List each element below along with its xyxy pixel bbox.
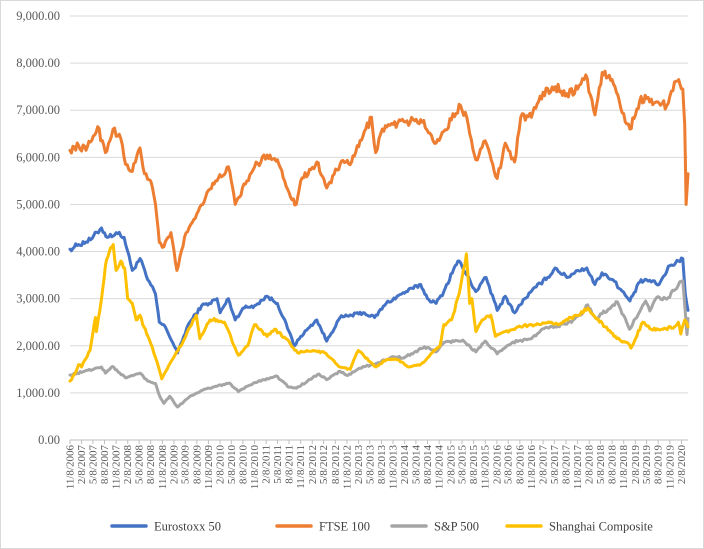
- x-tick-label: 2/8/2016: [491, 445, 503, 485]
- x-tick-label: 2/8/2011: [261, 445, 273, 484]
- x-tick-label: 5/8/2008: [134, 445, 146, 485]
- y-tick-label: 5,000.00: [16, 197, 60, 211]
- x-tick-label: 2/8/2013: [353, 445, 365, 485]
- x-tick-label: 11/8/2014: [434, 445, 446, 490]
- x-tick-label: 11/8/2011: [295, 445, 307, 489]
- x-tick-label: 2/8/2010: [215, 445, 227, 485]
- legend-label: S&P 500: [434, 520, 479, 534]
- y-axis-tick-labels: 0.00 1,000.00 2,000.00 3,000.00 4,000.00 5,00…: [16, 9, 60, 447]
- gridlines: [70, 15, 688, 441]
- x-tick-label: 8/8/2011: [284, 445, 296, 484]
- x-tick-label: 8/8/2015: [468, 445, 480, 485]
- x-tick-label: 2/8/2018: [584, 445, 596, 485]
- legend-label: Eurostoxx 50: [154, 520, 221, 534]
- x-tick-label: 8/8/2016: [514, 445, 526, 485]
- x-tick-label: 11/8/2016: [526, 445, 538, 490]
- x-tick-label: 8/8/2013: [376, 445, 388, 485]
- y-tick-label: 9,000.00: [16, 9, 60, 23]
- legend: Eurostoxx 50 FTSE 100 S&P 500 Shanghai Comp…: [110, 520, 653, 534]
- series-lines: [68, 69, 690, 409]
- legend-label: FTSE 100: [319, 520, 370, 534]
- x-tick-label: 2/8/2019: [630, 445, 642, 485]
- x-tick-label: 5/8/2017: [549, 445, 561, 485]
- x-tick-label: 11/8/2007: [111, 445, 123, 490]
- x-tick-label: 11/8/2018: [618, 445, 630, 490]
- x-tick-label: 8/8/2017: [560, 445, 572, 485]
- x-tick-label: 5/8/2011: [272, 445, 284, 484]
- x-tick-label: 2/8/2020: [676, 445, 688, 485]
- x-tick-label: 8/8/2009: [191, 445, 203, 485]
- x-tick-label: 2/8/2014: [399, 445, 411, 485]
- x-tick-label: 2/8/2012: [307, 445, 319, 484]
- x-tick-label: 5/8/2007: [87, 445, 99, 485]
- x-tick-label: 11/8/2008: [157, 445, 169, 490]
- y-tick-label: 0.00: [38, 433, 60, 447]
- x-tick-label: 2/8/2009: [168, 445, 180, 485]
- x-tick-label: 8/8/2008: [145, 445, 157, 485]
- x-tick-label: 8/8/2007: [99, 445, 111, 485]
- x-tick-label: 5/8/2009: [180, 445, 192, 485]
- x-tick-label: 11/8/2006: [65, 445, 77, 490]
- y-tick-label: 3,000.00: [16, 292, 60, 306]
- y-tick-label: 6,000.00: [16, 150, 60, 164]
- x-tick-label: 2/8/2007: [76, 445, 88, 485]
- x-tick-label: 5/8/2013: [364, 445, 376, 485]
- x-tick-label: 5/8/2016: [503, 445, 515, 485]
- x-tick-label: 11/8/2010: [249, 445, 261, 490]
- x-tick-label: 11/8/2015: [480, 445, 492, 490]
- x-tick-label: 5/8/2019: [641, 445, 653, 485]
- y-tick-label: 1,000.00: [16, 386, 60, 400]
- x-tick-label: 5/8/2014: [410, 445, 422, 485]
- x-tick-label: 11/8/2009: [203, 445, 215, 490]
- x-axis-tick-labels: 11/8/2006 2/8/2007 5/8/2007 8/8/2007 11/8/20…: [65, 440, 688, 489]
- x-tick-label: 2/8/2008: [122, 445, 134, 485]
- x-tick-label: 5/8/2012: [318, 445, 330, 484]
- series-line-ftse-100: [68, 69, 690, 272]
- series-line-eurostoxx-50: [68, 226, 690, 355]
- x-tick-label: 5/8/2010: [226, 445, 238, 485]
- series-line-s-p-500: [68, 279, 690, 409]
- x-tick-label: 8/8/2014: [422, 445, 434, 485]
- y-tick-label: 7,000.00: [16, 103, 60, 117]
- x-tick-label: 11/8/2017: [572, 445, 584, 490]
- series-line-shanghai-composite: [68, 243, 690, 383]
- x-tick-label: 2/8/2015: [445, 445, 457, 485]
- x-tick-label: 8/8/2019: [653, 445, 665, 485]
- y-tick-label: 8,000.00: [16, 56, 60, 70]
- x-tick-label: 5/8/2018: [595, 445, 607, 485]
- x-tick-label: 8/8/2010: [237, 445, 249, 485]
- x-tick-label: 2/8/2017: [538, 445, 550, 485]
- x-tick-label: 11/8/2019: [664, 445, 676, 490]
- y-tick-label: 4,000.00: [16, 245, 60, 259]
- legend-label: Shanghai Composite: [549, 520, 653, 534]
- x-tick-label: 8/8/2012: [330, 445, 342, 484]
- y-tick-label: 2,000.00: [16, 339, 60, 353]
- x-tick-label: 11/8/2013: [388, 445, 400, 490]
- x-tick-label: 11/8/2012: [341, 445, 353, 489]
- x-tick-label: 5/8/2015: [456, 445, 468, 485]
- x-tick-label: 8/8/2018: [607, 445, 619, 485]
